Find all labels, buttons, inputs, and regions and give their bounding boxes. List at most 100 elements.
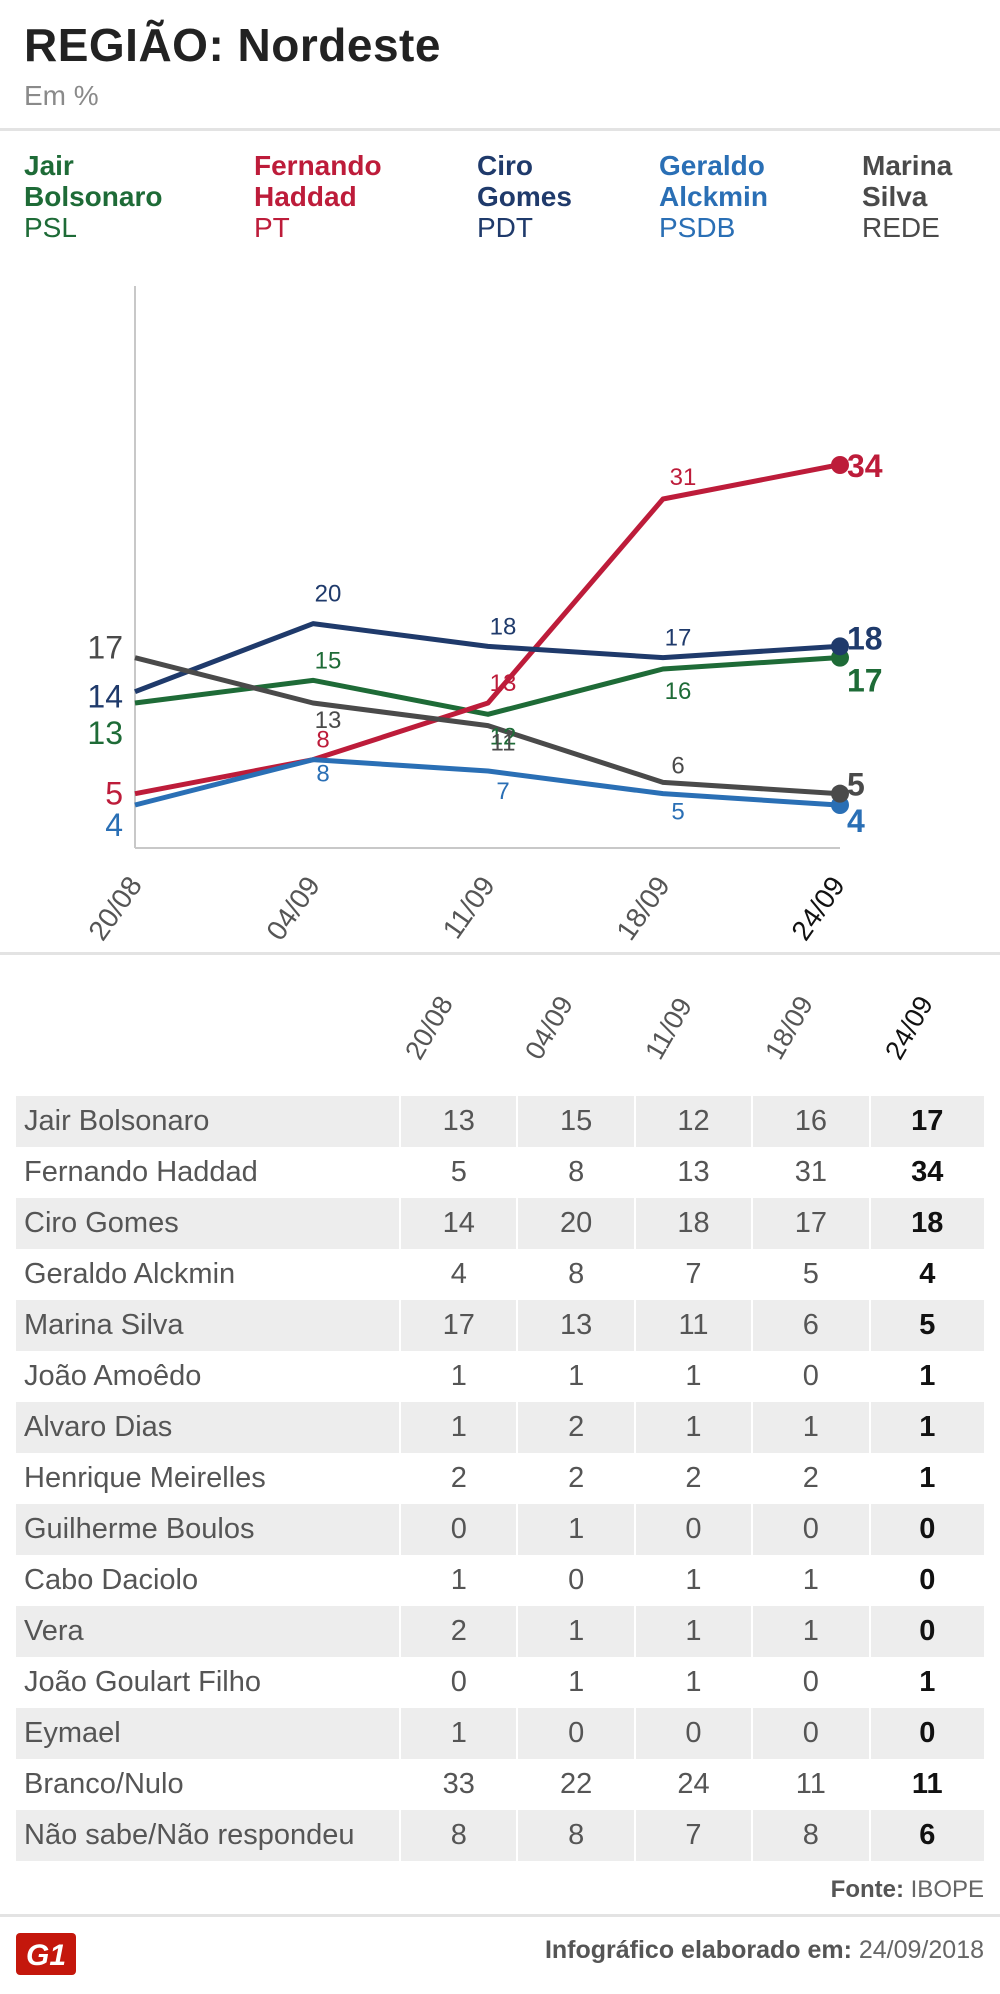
value-cell: 5 — [751, 1249, 871, 1300]
value-cell: 31 — [751, 1147, 871, 1198]
value-cell: 1 — [516, 1504, 636, 1555]
value-cell: 1 — [633, 1606, 754, 1657]
value-cell: 0 — [516, 1708, 636, 1759]
legend-name: Haddad — [254, 181, 357, 212]
legend-name: Silva — [862, 181, 928, 212]
data-label: 6 — [671, 752, 684, 779]
table-row: Marina Silva 17 13 11 6 5 — [16, 1300, 984, 1351]
start-value-label: 13 — [87, 715, 123, 751]
candidate-name: João Amoêdo — [16, 1351, 402, 1402]
start-value-label: 5 — [105, 776, 123, 812]
latest-value-cell: 5 — [868, 1300, 984, 1351]
value-cell: 1 — [516, 1657, 636, 1708]
value-cell: 1 — [399, 1402, 519, 1453]
value-cell: 4 — [399, 1249, 519, 1300]
data-label: 13 — [490, 670, 517, 697]
start-value-label: 17 — [87, 630, 123, 666]
value-cell: 1 — [633, 1555, 754, 1606]
data-label: 16 — [665, 678, 692, 705]
table-row: João Goulart Filho 0 1 1 0 1 — [16, 1657, 984, 1708]
value-cell: 1 — [633, 1402, 754, 1453]
value-cell: 12 — [633, 1096, 754, 1147]
table-row: Ciro Gomes 14 20 18 17 18 — [16, 1198, 984, 1249]
value-cell: 1 — [399, 1555, 519, 1606]
value-cell: 1 — [633, 1351, 754, 1402]
value-cell: 8 — [399, 1810, 519, 1861]
latest-value-cell: 17 — [868, 1096, 984, 1147]
value-cell: 1 — [516, 1351, 636, 1402]
table-header: 24/09 — [879, 990, 939, 1065]
legend-name: Jair — [24, 150, 74, 181]
series-line — [134, 462, 839, 797]
table-row: Cabo Daciolo 1 0 1 1 0 — [16, 1555, 984, 1606]
value-cell: 20 — [516, 1198, 636, 1249]
table-row: Henrique Meirelles 2 2 2 2 1 — [16, 1453, 984, 1504]
value-cell: 11 — [633, 1300, 754, 1351]
value-cell: 13 — [633, 1147, 754, 1198]
candidate-name: Vera — [16, 1606, 402, 1657]
page-title: REGIÃO: Nordeste — [24, 19, 441, 71]
table-header: 18/09 — [759, 990, 819, 1065]
value-cell: 2 — [751, 1453, 871, 1504]
value-cell: 24 — [633, 1759, 754, 1810]
legend-item-ciro: Ciro Gomes PDT — [477, 150, 572, 243]
end-value-label: 17 — [847, 663, 883, 699]
data-label: 13 — [315, 707, 342, 734]
legend-party: REDE — [862, 212, 940, 243]
x-tick-label: 24/09 — [785, 871, 851, 946]
made-date: Infográfico elaborado em: 24/09/2018 — [544, 1936, 984, 1964]
candidate-name: Marina Silva — [16, 1300, 402, 1351]
value-cell: 2 — [516, 1402, 636, 1453]
table-row: Alvaro Dias 1 2 1 1 1 — [16, 1402, 984, 1453]
candidate-name: João Goulart Filho — [16, 1657, 402, 1708]
divider — [0, 952, 1000, 955]
legend-item-haddad: Fernando Haddad PT — [254, 150, 382, 243]
value-cell: 2 — [399, 1606, 519, 1657]
x-tick-label: 04/09 — [260, 871, 326, 946]
data-label: 7 — [496, 778, 509, 805]
latest-value-cell: 18 — [868, 1198, 984, 1249]
legend-name: Marina — [862, 150, 953, 181]
value-cell: 1 — [399, 1351, 519, 1402]
legend-item-alckmin: Geraldo Alckmin PSDB — [659, 150, 768, 243]
candidate-name: Geraldo Alckmin — [16, 1249, 402, 1300]
value-cell: 2 — [633, 1453, 754, 1504]
legend-party: PSDB — [659, 212, 736, 243]
chart-legend: Jair Bolsonaro PSL Fernando Haddad PT Ci… — [0, 150, 1000, 260]
value-cell: 8 — [516, 1810, 636, 1861]
data-point — [831, 637, 849, 656]
value-cell: 0 — [751, 1657, 871, 1708]
legend-name: Gomes — [477, 181, 572, 212]
table-row: Jair Bolsonaro 13 15 12 16 17 — [16, 1096, 984, 1147]
legend-party: PT — [254, 212, 290, 243]
value-cell: 1 — [751, 1402, 871, 1453]
value-cell: 8 — [751, 1810, 871, 1861]
data-label: 8 — [316, 727, 329, 754]
legend-name: Fernando — [254, 150, 382, 181]
candidate-name: Eymael — [16, 1708, 402, 1759]
legend-item-marina: Marina Silva REDE — [862, 150, 952, 243]
value-cell: 14 — [399, 1198, 519, 1249]
candidate-name: Guilherme Boulos — [16, 1504, 402, 1555]
legend-name: Ciro — [477, 150, 533, 181]
table-row: Geraldo Alckmin 4 8 7 5 4 — [16, 1249, 984, 1300]
legend-name: Alckmin — [659, 181, 768, 212]
value-cell: 17 — [751, 1198, 871, 1249]
end-value-label: 18 — [847, 620, 883, 656]
series-line — [134, 655, 839, 797]
table-row: Branco/Nulo 33 22 24 11 11 — [16, 1759, 984, 1810]
table-header: 04/09 — [519, 990, 579, 1065]
data-label: 11 — [491, 730, 516, 757]
data-point — [831, 784, 849, 803]
value-cell: 0 — [751, 1504, 871, 1555]
value-cell: 0 — [751, 1351, 871, 1402]
table-header: 20/08 — [399, 990, 459, 1065]
latest-value-cell: 11 — [868, 1759, 984, 1810]
candidate-name: Fernando Haddad — [16, 1147, 402, 1198]
data-label: 31 — [670, 464, 697, 491]
value-cell: 11 — [751, 1759, 871, 1810]
value-cell: 0 — [633, 1708, 754, 1759]
candidate-name: Branco/Nulo — [16, 1759, 402, 1810]
latest-value-cell: 1 — [868, 1453, 984, 1504]
source-note: Fonte: IBOPE — [830, 1876, 984, 1903]
